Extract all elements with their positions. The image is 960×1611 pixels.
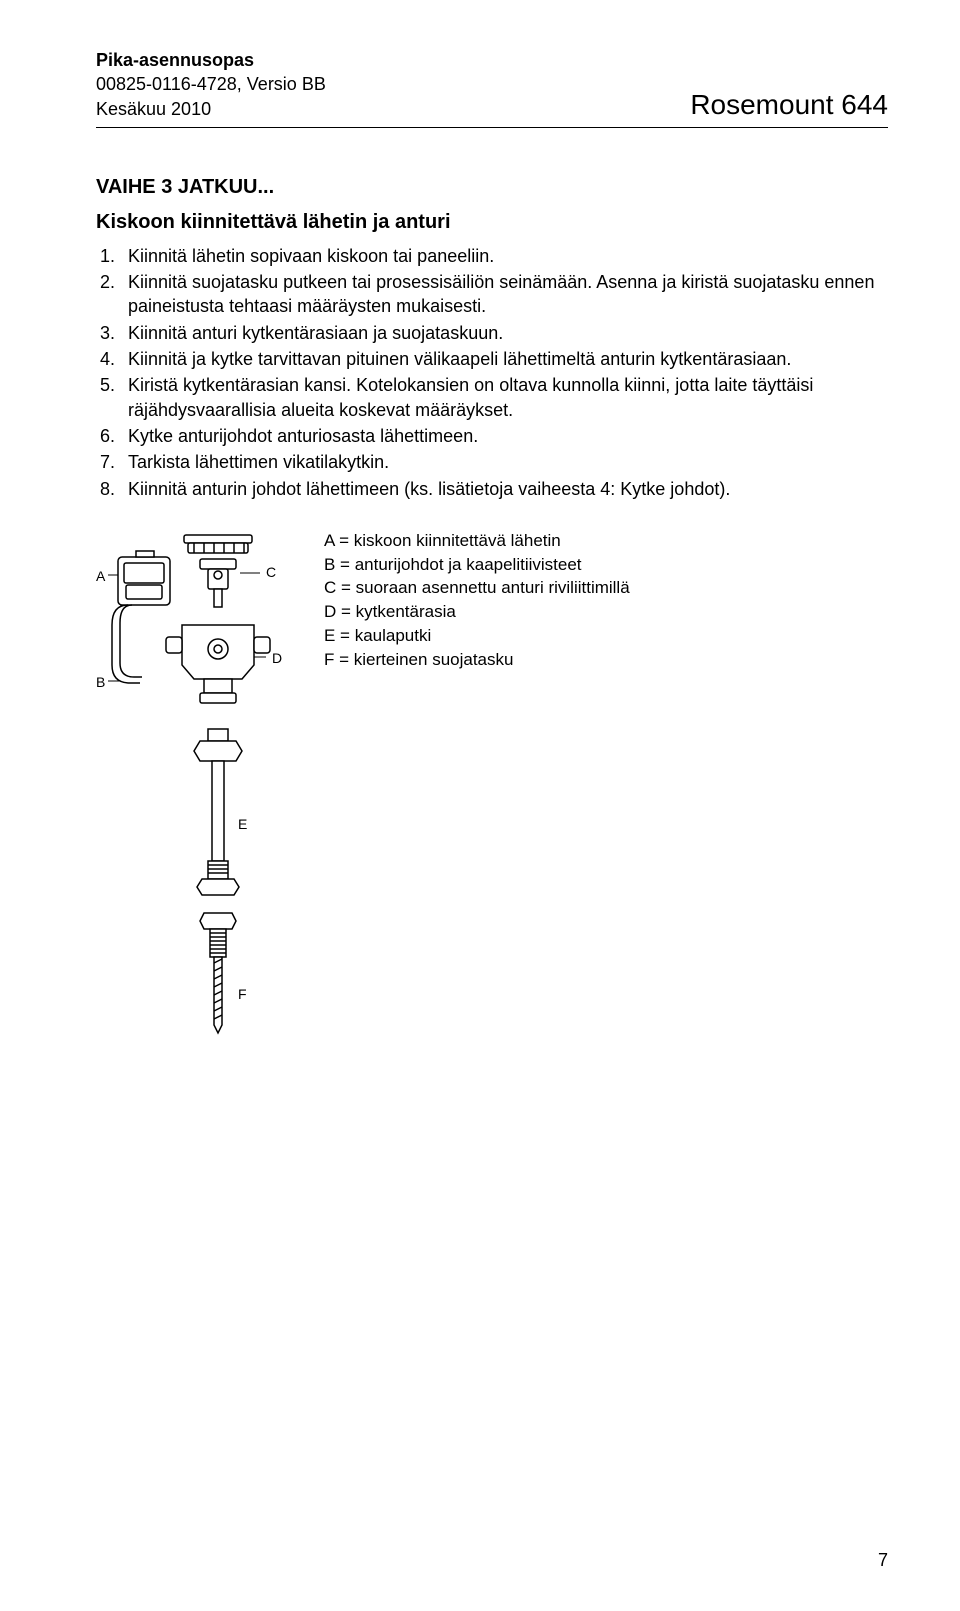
figure-label-b: B (96, 674, 105, 690)
figure-label-f: F (238, 986, 247, 1002)
legend-line: D = kytkentärasia (324, 600, 630, 624)
step-item: Tarkista lähettimen vikatilakytkin. (120, 450, 888, 474)
legend-line: B = anturijohdot ja kaapelitiivisteet (324, 553, 630, 577)
doc-date: Kesäkuu 2010 (96, 97, 326, 121)
header-left: Pika-asennusopas 00825-0116-4728, Versio… (96, 48, 326, 121)
product-name: Rosemount 644 (690, 89, 888, 121)
steps-list: Kiinnitä lähetin sopivaan kiskoon tai pa… (96, 244, 888, 501)
figure-label-c: C (266, 564, 276, 580)
section-heading: VAIHE 3 JATKUU... (96, 176, 888, 199)
figure-legend-row: A B C D E F A = kiskoon kiinnitettävä lä… (96, 529, 888, 1049)
section-heading-text: VAIHE 3 JATKUU... (96, 176, 274, 198)
doc-id: 00825-0116-4728, Versio BB (96, 72, 326, 96)
step-item: Kiinnitä lähetin sopivaan kiskoon tai pa… (120, 244, 888, 268)
assembly-diagram: A B C D E F (96, 529, 296, 1049)
page-header: Pika-asennusopas 00825-0116-4728, Versio… (96, 48, 888, 128)
figure-label-e: E (238, 816, 247, 832)
step-item: Kytke anturijohdot anturiosasta lähettim… (120, 424, 888, 448)
figure-label-d: D (272, 650, 282, 666)
step-item: Kiinnitä suojatasku putkeen tai prosessi… (120, 270, 888, 319)
step-item: Kiristä kytkentärasian kansi. Kotelokans… (120, 373, 888, 422)
section-subtitle: Kiskoon kiinnitettävä lähetin ja anturi (96, 211, 888, 234)
assembly-svg: A B C D E F (96, 529, 296, 1049)
page-number: 7 (878, 1550, 888, 1571)
legend-line: F = kierteinen suojatasku (324, 648, 630, 672)
figure-legend: A = kiskoon kiinnitettävä lähetin B = an… (324, 529, 630, 672)
legend-line: E = kaulaputki (324, 624, 630, 648)
legend-line: A = kiskoon kiinnitettävä lähetin (324, 529, 630, 553)
step-item: Kiinnitä anturi kytkentärasiaan ja suoja… (120, 321, 888, 345)
doc-title: Pika-asennusopas (96, 48, 326, 72)
step-item: Kiinnitä anturin johdot lähettimeen (ks.… (120, 477, 888, 501)
legend-line: C = suoraan asennettu anturi riviliittim… (324, 576, 630, 600)
step-item: Kiinnitä ja kytke tarvittavan pituinen v… (120, 347, 888, 371)
figure-label-a: A (96, 568, 106, 584)
